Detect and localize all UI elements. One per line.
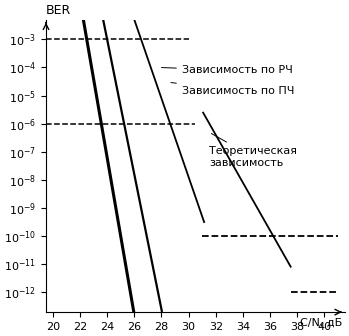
Text: Зависимость по РЧ: Зависимость по РЧ [162,65,292,75]
Text: C/N, дБ: C/N, дБ [300,318,342,328]
Text: BER: BER [46,4,71,17]
Text: Зависимость по ПЧ: Зависимость по ПЧ [171,83,294,96]
Text: Теоретическая
зависимость: Теоретическая зависимость [209,133,297,168]
